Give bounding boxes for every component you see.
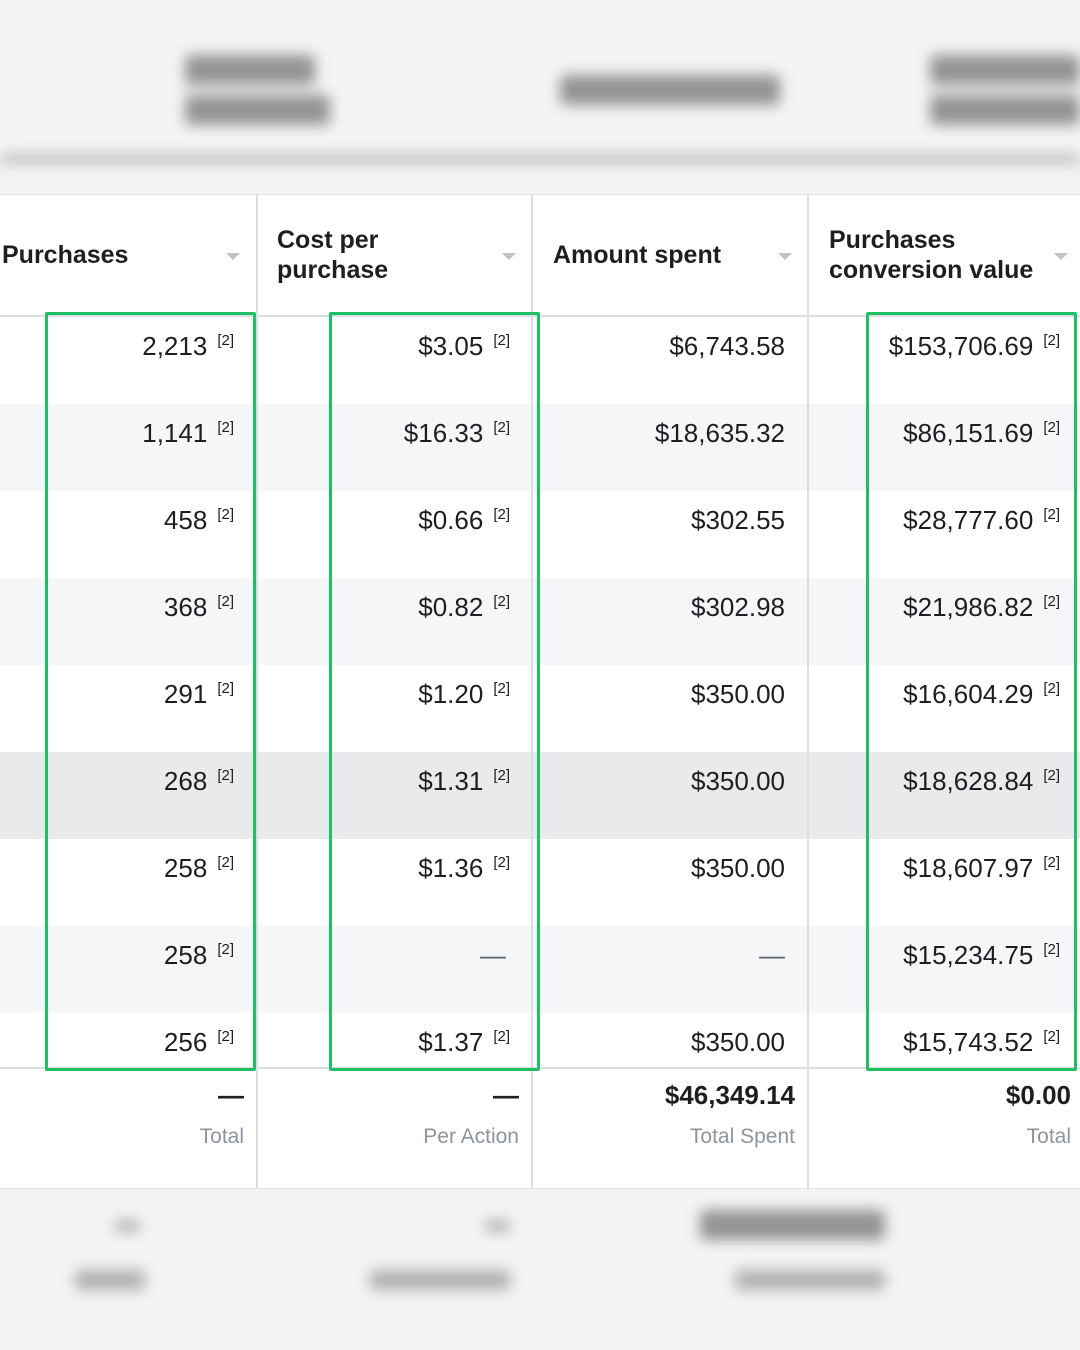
conversion-value-cell: $153,706.69 [2] <box>888 330 1060 361</box>
cost-per-purchase-cell: $1.20 [2] <box>418 678 510 709</box>
footer-conversion-value: $0.00 <box>1005 1080 1071 1110</box>
conversion-value-cell: $15,743.52 [2] <box>903 1026 1060 1057</box>
footer-purchases-value: — <box>218 1080 244 1110</box>
column-header-amount-spent[interactable]: Amount spent <box>553 195 773 315</box>
ads-results-table: Purchases Cost per purchase Amount spent… <box>0 195 1080 1188</box>
purchases-cell: 256 [2] <box>163 1026 234 1057</box>
amount-spent-cell: — <box>759 939 785 970</box>
cost-per-purchase-cell: $0.82 [2] <box>418 591 510 622</box>
table-row[interactable] <box>0 404 1080 491</box>
footer-conversion-label: Total <box>1026 1125 1071 1148</box>
column-header-label: Cost per purchase <box>277 226 389 284</box>
column-header-purchases[interactable]: Purchases <box>2 195 252 315</box>
cost-per-purchase-cell: $16.33 [2] <box>403 417 510 448</box>
amount-spent-cell: $302.55 <box>691 504 785 535</box>
footer-cost-value: — <box>493 1080 519 1110</box>
footer-purchases-label: Total <box>199 1125 244 1148</box>
amount-spent-cell: $302.98 <box>691 591 785 622</box>
column-header-cost-per-purchase[interactable]: Cost per purchase <box>277 195 497 315</box>
footer-divider <box>0 1067 1080 1069</box>
purchases-cell: 2,213 [2] <box>142 330 234 361</box>
chevron-down-icon[interactable] <box>778 253 792 260</box>
purchases-cell: 368 [2] <box>163 591 234 622</box>
column-header-conversion-value[interactable]: Purchases conversion value <box>829 195 1059 315</box>
table-row[interactable] <box>0 752 1080 839</box>
purchases-cell: 268 [2] <box>163 765 234 796</box>
column-header-label: Purchases conversion value <box>829 226 1034 284</box>
footer-amount-spent-value: $46,349.14 <box>664 1080 795 1110</box>
chevron-down-icon[interactable] <box>1054 253 1068 260</box>
amount-spent-cell: $6,743.58 <box>669 330 785 361</box>
chevron-down-icon[interactable] <box>226 253 240 260</box>
blurred-header-echo <box>0 30 1080 170</box>
conversion-value-cell: $28,777.60 [2] <box>903 504 1060 535</box>
column-header-label: Purchases <box>2 241 129 269</box>
cost-per-purchase-cell: $1.36 [2] <box>418 852 510 883</box>
purchases-cell: 291 [2] <box>163 678 234 709</box>
conversion-value-cell: $18,607.97 [2] <box>903 852 1060 883</box>
footer-cost-label: Per Action <box>423 1125 519 1148</box>
purchases-cell: 258 [2] <box>163 939 234 970</box>
conversion-value-cell: $21,986.82 [2] <box>903 591 1060 622</box>
amount-spent-cell: $350.00 <box>691 678 785 709</box>
column-divider <box>531 195 533 1188</box>
cost-per-purchase-cell: $0.66 [2] <box>418 504 510 535</box>
purchases-cell: 458 [2] <box>163 504 234 535</box>
highlight-box-conversion-value <box>866 312 1077 1071</box>
header-divider <box>0 315 1080 317</box>
amount-spent-cell: $350.00 <box>691 1026 785 1057</box>
conversion-value-cell: $16,604.29 [2] <box>903 678 1060 709</box>
cost-per-purchase-cell: $3.05 [2] <box>418 330 510 361</box>
cost-per-purchase-cell: — <box>480 939 506 970</box>
footer-amount-spent-label: Total Spent <box>689 1125 795 1148</box>
blurred-footer-echo <box>0 1195 1080 1325</box>
highlight-box-purchases <box>45 312 256 1071</box>
cost-per-purchase-cell: $1.31 [2] <box>418 765 510 796</box>
table-row[interactable] <box>0 578 1080 665</box>
conversion-value-cell: $86,151.69 [2] <box>903 417 1060 448</box>
amount-spent-cell: $18,635.32 <box>654 417 785 448</box>
column-header-label: Amount spent <box>553 241 722 269</box>
amount-spent-cell: $350.00 <box>691 852 785 883</box>
purchases-cell: 258 [2] <box>163 852 234 883</box>
highlight-box-cost-per-purchase <box>329 312 540 1071</box>
purchases-cell: 1,141 [2] <box>142 417 234 448</box>
column-divider <box>256 195 258 1188</box>
conversion-value-cell: $15,234.75 [2] <box>903 939 1060 970</box>
table-row[interactable] <box>0 926 1080 1013</box>
amount-spent-cell: $350.00 <box>691 765 785 796</box>
column-divider <box>807 195 809 1188</box>
chevron-down-icon[interactable] <box>502 253 516 260</box>
cost-per-purchase-cell: $1.37 [2] <box>418 1026 510 1057</box>
conversion-value-cell: $18,628.84 [2] <box>903 765 1060 796</box>
